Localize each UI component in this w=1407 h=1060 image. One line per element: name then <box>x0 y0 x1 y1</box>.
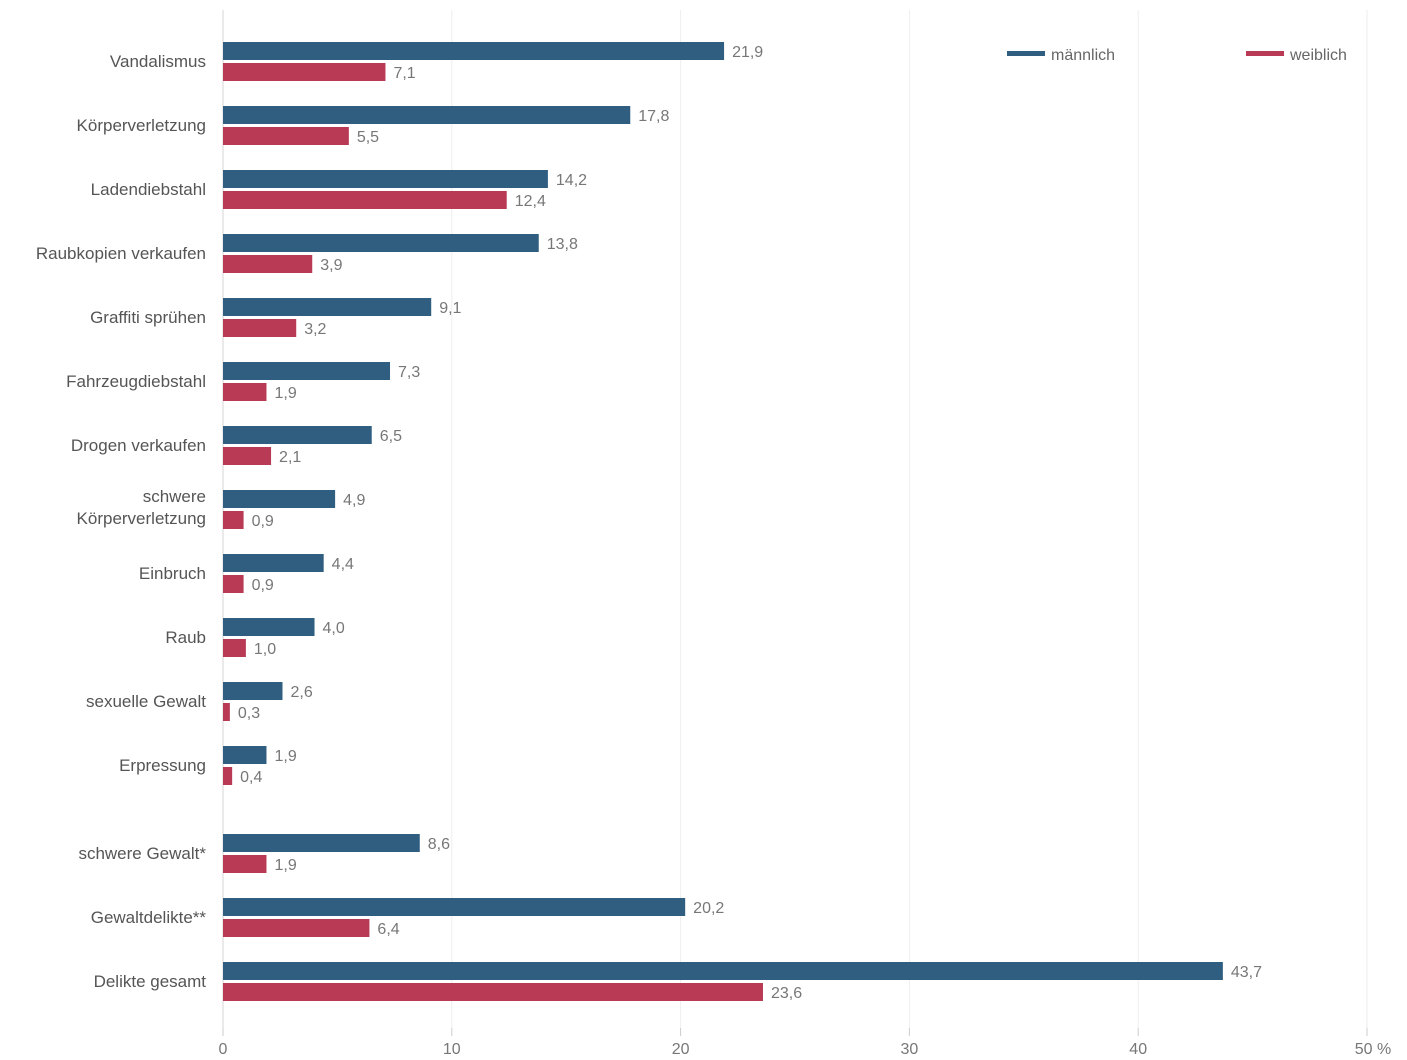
data-label: 6,4 <box>377 921 399 938</box>
bar-maennlich <box>223 490 336 508</box>
value-labels: 21,9 7,1 17,8 5,5 14,2 12,4 13,8 3,9 9,1 3,2 7,3 1,… <box>238 44 1262 1002</box>
data-label: 13,8 <box>547 236 578 253</box>
data-label: 14,2 <box>556 172 587 189</box>
bar-maennlich <box>223 962 1223 980</box>
data-label: 1,0 <box>254 641 276 658</box>
data-label: 4,0 <box>323 620 345 637</box>
legend-swatch-weiblich <box>1246 51 1284 56</box>
bar-maennlich <box>223 682 283 700</box>
bar-weiblich <box>223 447 272 465</box>
bar-weiblich <box>223 983 763 1001</box>
legend: männlich weiblich <box>1007 47 1347 64</box>
data-label: 0,9 <box>252 513 274 530</box>
data-label: 3,2 <box>304 321 326 338</box>
x-tick-label: 10 <box>443 1041 461 1058</box>
category-label: Einbruch <box>139 564 206 583</box>
category-label: Erpressung <box>119 756 206 775</box>
bar-maennlich <box>223 618 315 636</box>
bar-weiblich <box>223 575 244 593</box>
bar-weiblich <box>223 639 246 657</box>
x-tick-label: 0 <box>219 1041 228 1058</box>
category-labels: Vandalismus Körperverletzung Ladendiebstah… <box>36 52 207 991</box>
data-label: 4,4 <box>332 556 354 573</box>
data-label: 43,7 <box>1231 964 1262 981</box>
x-tick-label: 20 <box>672 1041 690 1058</box>
data-label: 6,5 <box>380 428 402 445</box>
bar-maennlich <box>223 834 420 852</box>
data-label: 20,2 <box>693 900 724 917</box>
category-label: Delikte gesamt <box>94 972 207 991</box>
bar-weiblich <box>223 919 370 937</box>
bar-weiblich <box>223 383 267 401</box>
bar-maennlich <box>223 426 372 444</box>
legend-label-weiblich: weiblich <box>1289 47 1347 64</box>
category-label: Gewaltdelikte** <box>91 908 207 927</box>
data-label: 1,9 <box>274 857 296 874</box>
data-label: 17,8 <box>638 108 669 125</box>
bar-weiblich <box>223 703 230 721</box>
data-label: 0,4 <box>240 769 262 786</box>
data-label: 3,9 <box>320 257 342 274</box>
data-label: 12,4 <box>515 193 546 210</box>
bar-weiblich <box>223 319 297 337</box>
bar-weiblich <box>223 255 313 273</box>
data-label: 0,9 <box>252 577 274 594</box>
bars <box>223 42 1223 1001</box>
data-label: 0,3 <box>238 705 260 722</box>
data-label: 21,9 <box>732 44 763 61</box>
category-label: Raubkopien verkaufen <box>36 244 206 263</box>
category-label: Ladendiebstahl <box>91 180 206 199</box>
bar-weiblich <box>223 511 244 529</box>
bar-weiblich <box>223 767 233 785</box>
data-label: 7,3 <box>398 364 420 381</box>
data-label: 9,1 <box>439 300 461 317</box>
bar-maennlich <box>223 170 548 188</box>
category-label: Drogen verkaufen <box>71 436 206 455</box>
category-label: Vandalismus <box>110 52 206 71</box>
data-label: 4,9 <box>343 492 365 509</box>
category-label: schwere Gewalt* <box>78 844 206 863</box>
category-label: Raub <box>165 628 206 647</box>
bar-maennlich <box>223 42 725 60</box>
data-label: 5,5 <box>357 129 379 146</box>
data-label: 1,9 <box>274 385 296 402</box>
data-label: 7,1 <box>393 65 415 82</box>
legend-swatch-maennlich <box>1007 51 1045 56</box>
bar-maennlich <box>223 746 267 764</box>
x-tick-label: 50 % <box>1355 1041 1391 1058</box>
bar-maennlich <box>223 234 539 252</box>
x-tick-label: 30 <box>901 1041 919 1058</box>
legend-label-maennlich: männlich <box>1051 47 1115 64</box>
bar-maennlich <box>223 298 432 316</box>
category-label: sexuelle Gewalt <box>86 692 206 711</box>
category-label: schwere Körperverletzung <box>77 487 206 528</box>
data-label: 23,6 <box>771 985 802 1002</box>
data-label: 8,6 <box>428 836 450 853</box>
bar-weiblich <box>223 191 507 209</box>
x-tick-label: 40 <box>1129 1041 1147 1058</box>
category-label: Körperverletzung <box>77 116 206 135</box>
data-label: 2,6 <box>290 684 312 701</box>
data-label: 1,9 <box>274 748 296 765</box>
bar-maennlich <box>223 554 324 572</box>
category-label: Fahrzeugdiebstahl <box>66 372 206 391</box>
bar-weiblich <box>223 855 267 873</box>
x-axis-ticks: 0 10 20 30 40 50 % <box>219 1041 1392 1058</box>
bar-maennlich <box>223 106 631 124</box>
bar-weiblich <box>223 63 386 81</box>
gridlines <box>222 10 1368 1036</box>
bar-weiblich <box>223 127 349 145</box>
bar-maennlich <box>223 898 686 916</box>
category-label: Graffiti sprühen <box>90 308 206 327</box>
data-label: 2,1 <box>279 449 301 466</box>
bar-maennlich <box>223 362 391 380</box>
